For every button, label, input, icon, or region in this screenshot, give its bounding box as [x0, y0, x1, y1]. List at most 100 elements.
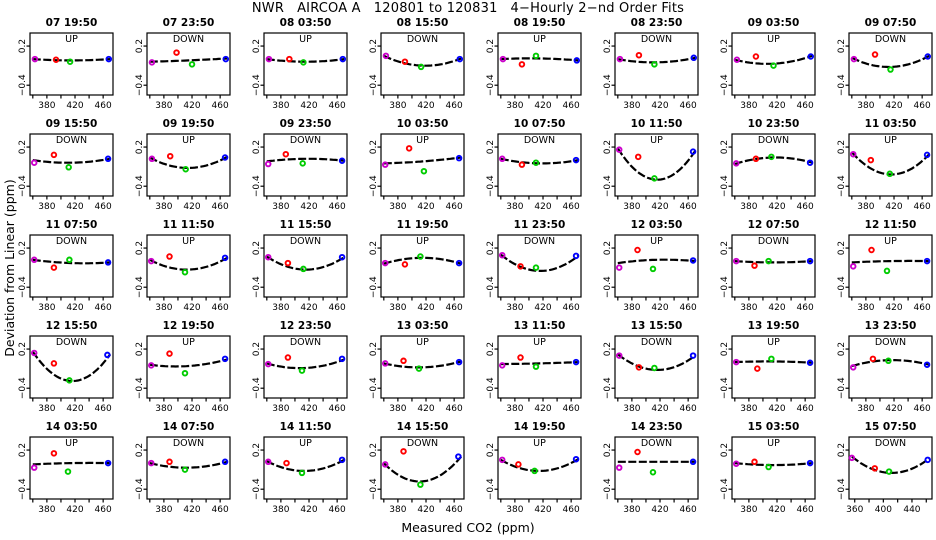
subplot: 14 03:50 UP 380 420 460 0.2 −0.4 — [18, 421, 114, 515]
x-axis: 380 420 460 — [266, 196, 346, 212]
direction-label: UP — [416, 135, 429, 146]
data-point-blue — [923, 361, 931, 368]
data-point-blue — [923, 257, 931, 265]
y-tick-label: 0.2 — [135, 241, 145, 255]
x-tick-label: 380 — [272, 101, 289, 111]
subplot-title: 12 07:50 — [748, 219, 800, 231]
data-point-red — [634, 153, 642, 161]
y-axis: 0.2 −0.4 — [720, 342, 732, 399]
data-point-magenta — [615, 464, 623, 471]
data-point-blue — [807, 53, 815, 60]
x-tick-label: 460 — [95, 202, 112, 212]
data-point-blue — [455, 358, 463, 366]
x-tick-label: 380 — [38, 505, 55, 515]
subplot: 09 19:50 UP 380 420 460 0.2 −0.4 — [135, 118, 231, 212]
data-point-red — [166, 458, 173, 466]
x-tick-label: 420 — [66, 505, 83, 515]
y-tick-label: −0.4 — [486, 276, 496, 298]
y-axis: 0.2 −0.4 — [720, 39, 732, 96]
x-tick-label: 420 — [300, 303, 317, 313]
plot-frame — [848, 133, 933, 197]
direction-label: UP — [650, 236, 663, 247]
x-tick-label: 380 — [155, 404, 172, 414]
data-point-red — [635, 51, 643, 59]
y-axis: 0.2 −0.4 — [603, 39, 615, 96]
fit-curve — [500, 253, 579, 272]
plot-frame — [263, 32, 348, 96]
x-tick-label: 420 — [885, 202, 902, 212]
data-point-magenta — [381, 259, 389, 267]
y-tick-label: −0.4 — [369, 175, 379, 197]
data-point-blue — [806, 159, 814, 166]
fit-curve — [32, 157, 111, 164]
data-point-blue — [806, 459, 814, 467]
y-tick-label: 0.2 — [486, 241, 496, 255]
subplot: 11 07:50 DOWN 380 420 460 0.2 −0.4 — [18, 219, 114, 313]
subplot: 09 23:50 DOWN 380 420 460 0.2 −0.4 — [252, 118, 348, 212]
subplot-title: 09 23:50 — [280, 118, 332, 130]
y-axis: 0.2 −0.4 — [18, 39, 30, 96]
y-tick-label: −0.4 — [603, 74, 613, 96]
direction-label: DOWN — [290, 135, 321, 146]
data-point-green — [770, 62, 777, 69]
x-tick-label: 460 — [797, 505, 814, 515]
data-point-green — [765, 463, 772, 471]
y-axis: 0.2 −0.4 — [135, 342, 147, 399]
plot-frame — [380, 335, 465, 399]
data-point-green — [885, 468, 893, 475]
direction-label: DOWN — [758, 236, 789, 247]
subplot: 12 19:50 UP 380 420 460 0.2 −0.4 — [135, 320, 231, 414]
direction-label: DOWN — [290, 236, 321, 247]
plot-frame — [848, 234, 933, 298]
plot-frame — [848, 335, 933, 399]
y-axis: 0.2 −0.4 — [486, 140, 498, 197]
y-axis: 0.2 −0.4 — [603, 443, 615, 500]
x-axis: 380 420 460 — [500, 297, 580, 313]
y-axis: 0.2 −0.4 — [720, 140, 732, 197]
data-point-blue — [690, 54, 698, 62]
fit-curve — [617, 258, 696, 265]
data-point-green — [64, 468, 72, 475]
direction-label: UP — [182, 135, 195, 146]
data-point-red — [869, 355, 877, 363]
y-axis: 0.2 −0.4 — [486, 443, 498, 500]
fit-curve — [617, 56, 696, 64]
direction-label: DOWN — [641, 337, 672, 348]
subplot-title: 09 15:50 — [46, 118, 98, 130]
data-point-blue — [806, 257, 814, 265]
data-point-blue — [924, 456, 931, 464]
subplot: 11 15:50 DOWN 380 420 460 0.2 −0.4 — [252, 219, 348, 313]
data-point-magenta — [849, 364, 857, 371]
x-tick-label: 460 — [680, 202, 697, 212]
plot-frame — [29, 234, 114, 298]
x-tick-label: 380 — [506, 404, 523, 414]
subplot: 08 19:50 UP 380 420 460 0.2 −0.4 — [486, 17, 582, 111]
y-tick-label: −0.4 — [603, 175, 613, 197]
x-tick-label: 460 — [446, 101, 463, 111]
x-axis: 380 420 460 — [617, 196, 697, 212]
x-tick-label: 380 — [623, 404, 640, 414]
direction-label: UP — [299, 438, 312, 449]
x-tick-label: 420 — [66, 101, 83, 111]
y-tick-label: −0.4 — [18, 276, 28, 298]
y-tick-label: −0.4 — [135, 377, 145, 399]
x-tick-label: 460 — [212, 404, 229, 414]
direction-label: UP — [65, 438, 78, 449]
plot-frame — [614, 32, 699, 96]
x-axis: 380 420 460 — [734, 499, 814, 515]
y-axis: 0.2 −0.4 — [603, 241, 615, 298]
data-point-green — [532, 363, 540, 370]
data-point-magenta — [381, 161, 389, 168]
plot-frame — [29, 133, 114, 197]
x-tick-label: 420 — [768, 505, 785, 515]
plot-frame — [263, 234, 348, 298]
x-tick-label: 380 — [506, 101, 523, 111]
x-tick-label: 380 — [389, 202, 406, 212]
data-point-green — [298, 367, 306, 374]
y-tick-label: 0.2 — [720, 241, 730, 255]
x-tick-label: 460 — [212, 101, 229, 111]
subplot-title: 15 07:50 — [865, 421, 917, 433]
x-tick-label: 380 — [506, 202, 523, 212]
x-axis: 380 420 460 — [149, 95, 229, 111]
fit-curve — [383, 54, 462, 67]
